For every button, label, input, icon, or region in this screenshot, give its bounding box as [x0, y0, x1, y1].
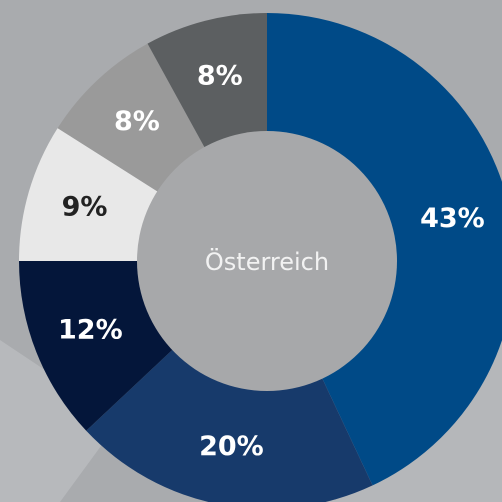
value-label: 43% [420, 203, 485, 234]
labels: 43% 20% 12% 9% 8% 8% [58, 60, 485, 462]
donut-hole [137, 131, 397, 391]
value-label: 20% [199, 431, 264, 462]
center-label: Österreich [205, 247, 329, 276]
value-label: 9% [62, 191, 108, 222]
value-label: 8% [197, 60, 243, 91]
value-label: 8% [114, 106, 160, 137]
background-shape [0, 340, 120, 502]
value-label: 12% [58, 314, 123, 345]
